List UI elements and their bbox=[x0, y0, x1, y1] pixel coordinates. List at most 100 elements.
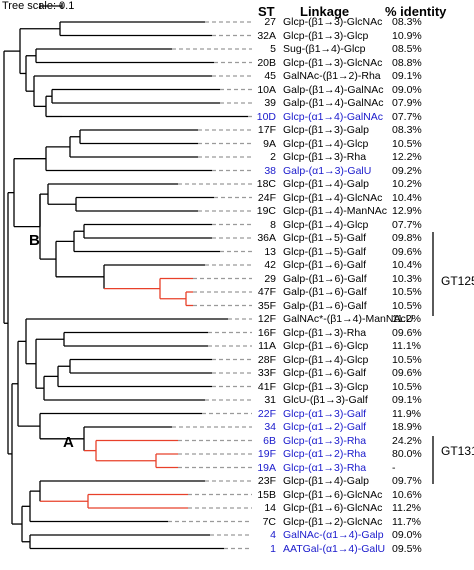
leaf-st: 8 bbox=[270, 218, 276, 231]
leaf-st: 19C bbox=[256, 205, 276, 217]
leaf-st: 39 bbox=[264, 97, 276, 109]
leaf-st: 17F bbox=[257, 124, 276, 136]
leaf-st: 18C bbox=[256, 178, 276, 190]
leaf-st: 19F bbox=[257, 448, 276, 460]
leaf-linkage: Glcp-(β1→3)-Rha bbox=[283, 326, 367, 339]
leaf-linkage: AATGal-(α1→4)-GalU bbox=[283, 542, 386, 555]
leaf-linkage: Galp-(β1→4)-GalNAc bbox=[283, 97, 384, 109]
leaf-linkage: Glcp-(β1→3)-Glcp bbox=[283, 29, 369, 42]
leaf-st: 10D bbox=[256, 110, 276, 123]
leaf-identity: 07.9% bbox=[392, 97, 422, 109]
leaf-linkage: Galp-(β1→4)-GalNAc bbox=[283, 83, 384, 96]
leaf-linkage: Glcp-(β1→4)-Glcp bbox=[283, 137, 369, 150]
linkage-header: Linkage bbox=[300, 4, 350, 19]
leaf-st: 22F bbox=[257, 407, 276, 420]
leaf-identity: 09.7% bbox=[392, 475, 422, 487]
leaf-identity: 10.6% bbox=[392, 488, 422, 501]
leaf-linkage: GalNAc-(α1→4)-Galp bbox=[283, 529, 384, 541]
leaf-linkage: Glcp-(α1→3)-Rha bbox=[283, 434, 367, 447]
leaf-identity: 10.5% bbox=[392, 137, 422, 150]
leaf-identity: 10.4% bbox=[392, 259, 422, 271]
leaf-linkage: Galp-(α1→3)-GalU bbox=[283, 164, 372, 177]
leaf-linkage: Glcp-(β1→6)-Galf bbox=[283, 259, 367, 271]
leaf-identity: 09.1% bbox=[392, 394, 422, 406]
leaf-identity: 08.5% bbox=[392, 43, 422, 55]
leaf-linkage: Galp-(β1→6)-Galf bbox=[283, 299, 367, 312]
leaf-linkage: Glcp-(β1→3)-GlcNAc bbox=[283, 56, 383, 69]
leaf-st: 10A bbox=[257, 83, 276, 96]
leaf-st: 33F bbox=[257, 367, 276, 379]
leaf-identity: 07.7% bbox=[392, 218, 422, 231]
leaf-st: 13 bbox=[264, 245, 276, 258]
leaf-linkage: Glcp-(α1→4)-GalNAc bbox=[283, 110, 384, 123]
leaf-linkage: Glcp-(β1→4)-ManNAc bbox=[283, 205, 388, 217]
leaf-identity: 12.2% bbox=[392, 151, 422, 163]
leaf-identity: 09.5% bbox=[392, 542, 422, 555]
leaf-linkage: Galp-(β1→6)-Galf bbox=[283, 272, 367, 285]
leaf-identity: 08.3% bbox=[392, 16, 422, 28]
leaf-st: 32A bbox=[257, 29, 276, 42]
leaf-identity: 09.1% bbox=[392, 70, 422, 82]
leaf-st: 19A bbox=[257, 461, 276, 474]
leaf-st: 23F bbox=[257, 475, 276, 487]
leaf-identity: 11.1% bbox=[392, 340, 421, 352]
leaf-st: 15B bbox=[257, 488, 276, 501]
leaf-linkage: Glcp-(β1→6)-Glcp bbox=[283, 340, 369, 352]
leaf-linkage: Glcp-(α1→3)-Galf bbox=[283, 407, 367, 420]
leaf-linkage: Glcp-(β1→3)-Rha bbox=[283, 151, 367, 163]
leaf-st: 36A bbox=[257, 232, 276, 244]
leaf-linkage: Glcp-(β1→2)-GlcNAc bbox=[283, 515, 383, 528]
leaf-linkage: Glcp-(β1→4)-Glcp bbox=[283, 353, 369, 366]
leaf-linkage: GalNAc-(β1→2)-Rha bbox=[283, 70, 381, 82]
leaf-st: 14 bbox=[264, 502, 276, 514]
leaf-st: 29 bbox=[264, 272, 276, 285]
leaf-identity: 07.7% bbox=[392, 110, 422, 123]
leaf-linkage: Glcp-(β1→4)-Galp bbox=[283, 475, 369, 487]
leaf-st: 1 bbox=[270, 542, 276, 555]
leaf-identity: 10.5% bbox=[392, 353, 422, 366]
gt125-label: GT125 bbox=[441, 274, 474, 288]
leaf-identity: 09.6% bbox=[392, 245, 422, 258]
leaf-linkage: Glcp-(β1→4)-GlcNAc bbox=[283, 191, 383, 204]
leaf-identity: 09.2% bbox=[392, 164, 422, 177]
leaf-identity: 11.9% bbox=[392, 407, 421, 420]
leaf-linkage: Glcp-(β1→5)-Galf bbox=[283, 232, 367, 244]
leaf-linkage: Glcp-(β1→4)-Galp bbox=[283, 178, 369, 190]
leaf-st: 11A bbox=[258, 340, 276, 352]
leaf-st: 28F bbox=[257, 353, 276, 366]
clade-b-label: B bbox=[29, 232, 40, 249]
leaf-identity: 10.2% bbox=[392, 178, 422, 190]
leaf-identity: 11.2% bbox=[392, 313, 421, 325]
leaf-linkage: Glcp-(β1→3)-GlcNAc bbox=[283, 16, 383, 28]
leaf-st: 6B bbox=[263, 434, 276, 447]
leaf-identity: 10.5% bbox=[392, 286, 422, 298]
leaf-st: 12F bbox=[257, 313, 276, 325]
leaf-identity: 11.2% bbox=[392, 502, 421, 514]
leaf-st: 5 bbox=[270, 43, 276, 55]
clade-a-label: A bbox=[63, 434, 74, 451]
leaf-identity: 10.5% bbox=[392, 380, 422, 393]
leaf-identity: 09.0% bbox=[392, 83, 422, 96]
identity-header: % identity bbox=[385, 4, 447, 19]
leaf-st: 20B bbox=[257, 56, 276, 69]
leaf-linkage: Glcp-(β1→6)-Galf bbox=[283, 367, 367, 379]
st-header: ST bbox=[258, 4, 275, 19]
leaf-identity: 10.9% bbox=[392, 29, 422, 42]
leaf-linkage: Glcp-(β1→4)-Glcp bbox=[283, 218, 369, 231]
leaf-identity: 10.5% bbox=[392, 299, 422, 312]
leaf-linkage: Glcp-(β1→3)-Galp bbox=[283, 124, 369, 136]
leaf-st: 41F bbox=[257, 380, 276, 393]
leaf-st: 38 bbox=[264, 164, 276, 177]
leaf-identity: 10.3% bbox=[392, 272, 422, 285]
tree-scale-label: Tree scale: 0.1 bbox=[2, 0, 75, 12]
leaf-identity: 24.2% bbox=[392, 434, 422, 447]
leaf-st: 4 bbox=[270, 529, 276, 541]
leaf-linkage: Sug-(β1→4)-Glcp bbox=[283, 43, 366, 55]
leaf-linkage: Glcp-(β1→6)-GlcNAc bbox=[283, 488, 383, 501]
leaf-linkage: Glcp-(α1→2)-Galf bbox=[283, 421, 367, 433]
leaf-st: 34 bbox=[264, 421, 276, 433]
leaf-identity: 09.6% bbox=[392, 367, 422, 379]
leaf-linkage: Galp-(β1→6)-Galf bbox=[283, 286, 367, 298]
